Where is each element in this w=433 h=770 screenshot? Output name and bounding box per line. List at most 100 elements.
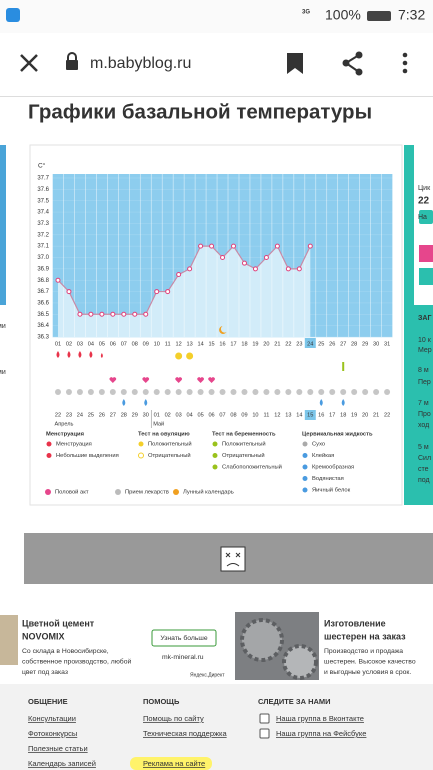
- legend-icon: [302, 464, 308, 470]
- ad-image: [282, 644, 318, 680]
- medicine-icon: [65, 389, 72, 395]
- footer-link[interactable]: Техническая поддержка: [143, 729, 227, 738]
- month-label: Май: [153, 420, 164, 427]
- cycle-date: 18: [340, 412, 346, 418]
- legend-item: Лунный календарь: [183, 489, 234, 496]
- y-tick-label: 37.3: [37, 221, 49, 227]
- legend-icon: [302, 487, 308, 493]
- cycle-date: 17: [329, 412, 335, 418]
- y-axis-unit: C°: [38, 162, 46, 170]
- menstruation-icon: [67, 351, 71, 358]
- bookmark-button[interactable]: [287, 53, 303, 74]
- broken-image-icon: [225, 552, 241, 567]
- temperature-point: [55, 277, 61, 283]
- temperature-point: [285, 266, 291, 272]
- x-tick-label: 05: [99, 341, 105, 347]
- ovulation-icon: [175, 352, 183, 360]
- medicine-icon: [241, 389, 248, 395]
- sidebar-news: [414, 305, 433, 505]
- y-tick-label: 37.5: [37, 198, 49, 204]
- time-label: 7:32: [398, 7, 425, 23]
- cycle-date: 13: [285, 412, 291, 418]
- ad-text: Со склада в Новосибирске,: [22, 647, 109, 655]
- lock-icon: [67, 52, 77, 60]
- temperature-point: [132, 311, 138, 317]
- cycle-date: 26: [99, 412, 105, 418]
- ad-title[interactable]: Изготовление: [324, 618, 386, 628]
- y-tick-label: 36.9: [37, 266, 49, 272]
- sidebar-text: Про: [418, 411, 431, 418]
- medicine-icon: [142, 389, 149, 395]
- legend-item: Кремообразная: [312, 465, 354, 471]
- cycle-date: 23: [66, 412, 72, 418]
- temperature-point: [263, 255, 269, 260]
- temperature-point: [296, 266, 302, 272]
- x-tick-label: 29: [362, 341, 368, 347]
- x-tick-label: 27: [340, 341, 346, 347]
- ad-source: Яндекс.Директ: [190, 672, 225, 678]
- footer-link[interactable]: Наша группа на Фейсбуке: [276, 729, 366, 738]
- footer-link[interactable]: Полезные статьи: [28, 744, 88, 753]
- x-tick-label: 26: [329, 341, 335, 347]
- ad-domain[interactable]: mk-mineral.ru: [162, 654, 204, 661]
- ad-text: собственное производство, любой: [22, 657, 131, 665]
- medicine-icon: [362, 389, 369, 395]
- temperature-point: [66, 289, 72, 295]
- footer-link[interactable]: Наша группа в Вконтакте: [276, 714, 364, 723]
- y-tick-label: 36.4: [37, 323, 49, 329]
- x-tick-label: 11: [165, 341, 171, 347]
- footer-link[interactable]: Календарь записей: [28, 759, 96, 768]
- legend-title: Цервикальная жидкость: [302, 432, 373, 438]
- sidebar-text: 5 м: [418, 444, 429, 451]
- sidebar-text: ход: [418, 422, 429, 429]
- temperature-point: [77, 311, 83, 317]
- ad-title[interactable]: NOVOMIX: [22, 631, 65, 641]
- share-button[interactable]: [342, 51, 363, 76]
- sidebar-text: На: [418, 214, 427, 221]
- fb-icon: [259, 728, 270, 739]
- sidebar-text: Цик: [418, 185, 431, 192]
- footer-link[interactable]: Консультации: [28, 714, 76, 723]
- ad-title[interactable]: шестерен на заказ: [324, 631, 406, 641]
- footer-title: ПОМОЩЬ: [143, 697, 180, 706]
- temperature-point: [252, 266, 258, 272]
- temperature-point: [198, 243, 204, 249]
- sidebar-tile[interactable]: [419, 245, 433, 262]
- menu-button[interactable]: [402, 52, 408, 74]
- legend-item: Отрицательный: [222, 452, 265, 459]
- medicine-icon: [329, 389, 336, 395]
- current-day: [304, 410, 316, 420]
- medicine-icon: [230, 389, 237, 395]
- url[interactable]: m.babyblog.ru: [90, 55, 191, 72]
- legend-item: Небольшие выделения: [56, 453, 119, 459]
- sidebar-button[interactable]: [419, 210, 433, 224]
- fluid-icon: [144, 399, 148, 406]
- y-tick-label: 37.4: [37, 210, 49, 216]
- ad-image: [0, 615, 18, 665]
- sidebar-tile[interactable]: [419, 268, 433, 285]
- ad-button-label[interactable]: Узнать больше: [160, 634, 207, 642]
- legend-title: Менструация: [46, 432, 84, 438]
- legend-icon: [173, 489, 179, 495]
- footer-link[interactable]: Помощь по сайту: [143, 714, 204, 723]
- legend-icon: [302, 453, 308, 458]
- status-bar: [0, 0, 433, 33]
- network-label: 3G: [302, 10, 310, 16]
- medicine-icon: [109, 389, 116, 395]
- legend-item: Слабоположительный: [222, 464, 282, 471]
- heart-icon: [175, 377, 182, 383]
- page-title: Графики базальной температуры: [28, 100, 372, 123]
- browser-bar: [0, 33, 433, 97]
- close-button[interactable]: [20, 54, 38, 72]
- ad-button[interactable]: [151, 629, 217, 647]
- footer-link[interactable]: Реклама на сайте: [143, 759, 205, 768]
- cycle-date: 21: [373, 412, 379, 418]
- x-tick-label: 08: [132, 341, 138, 347]
- fluid-icon: [319, 399, 323, 406]
- temperature-point: [307, 243, 313, 249]
- footer-link[interactable]: Фотоконкурсы: [28, 729, 77, 738]
- ad-title[interactable]: Цветной цемент: [22, 618, 95, 628]
- temperature-point: [154, 289, 160, 295]
- legend-icon: [138, 441, 144, 447]
- legend-icon: [46, 453, 52, 458]
